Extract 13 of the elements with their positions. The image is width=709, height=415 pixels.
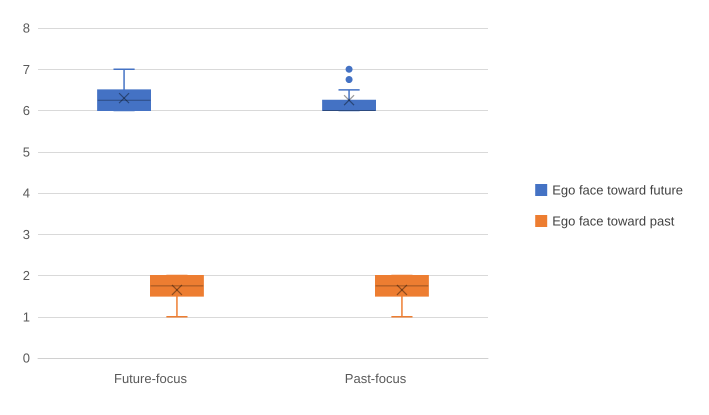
legend-label: Ego face toward past bbox=[552, 214, 675, 228]
y-tick-label: 0 bbox=[22, 350, 30, 366]
y-tick-label: 8 bbox=[22, 20, 30, 36]
legend-label: Ego face toward future bbox=[552, 182, 684, 198]
y-tick-label: 2 bbox=[22, 268, 30, 283]
y-tick-label: 3 bbox=[22, 226, 30, 242]
y-tick-label: 4 bbox=[22, 186, 30, 200]
y-tick-label: 7 bbox=[22, 62, 30, 77]
y-tick-label: 6 bbox=[22, 103, 30, 118]
y-tick-label: 5 bbox=[22, 144, 30, 160]
x-tick-label: Future-focus bbox=[114, 371, 188, 386]
y-tick-label: 1 bbox=[22, 309, 30, 324]
x-tick-label: Past-focus bbox=[344, 371, 407, 386]
